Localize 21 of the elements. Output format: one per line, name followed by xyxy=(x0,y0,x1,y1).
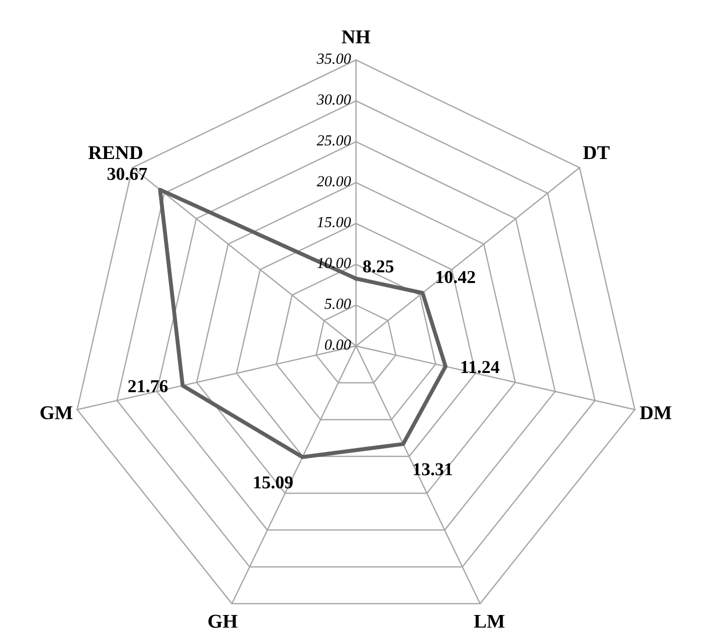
y-tick-label: 35.00 xyxy=(316,54,351,64)
y-tick-label: 5.00 xyxy=(324,298,351,310)
y-tick-label: 30.00 xyxy=(316,94,351,105)
data-label: 11.24 xyxy=(461,361,500,374)
data-label: 30.67 xyxy=(108,168,148,180)
y-tick-label: 0.00 xyxy=(324,340,351,350)
spoke-label: DM xyxy=(640,406,672,420)
spoke-label: DT xyxy=(583,146,610,160)
data-label: 8.25 xyxy=(363,260,394,273)
data-label: 15.09 xyxy=(254,476,293,489)
data-label: 13.31 xyxy=(414,463,452,476)
data-label: 21.76 xyxy=(128,380,168,392)
data-label: 10.42 xyxy=(436,270,475,284)
y-tick-label: 15.00 xyxy=(317,216,351,228)
spoke-label: GH xyxy=(208,614,238,628)
spoke-label: NH xyxy=(342,30,370,44)
spoke-label: LM xyxy=(474,614,504,628)
y-tick-label: 25.00 xyxy=(316,135,351,146)
y-tick-label: 20.00 xyxy=(316,176,351,186)
spoke-label: GM xyxy=(40,406,72,420)
spoke-label: REND xyxy=(88,146,142,160)
